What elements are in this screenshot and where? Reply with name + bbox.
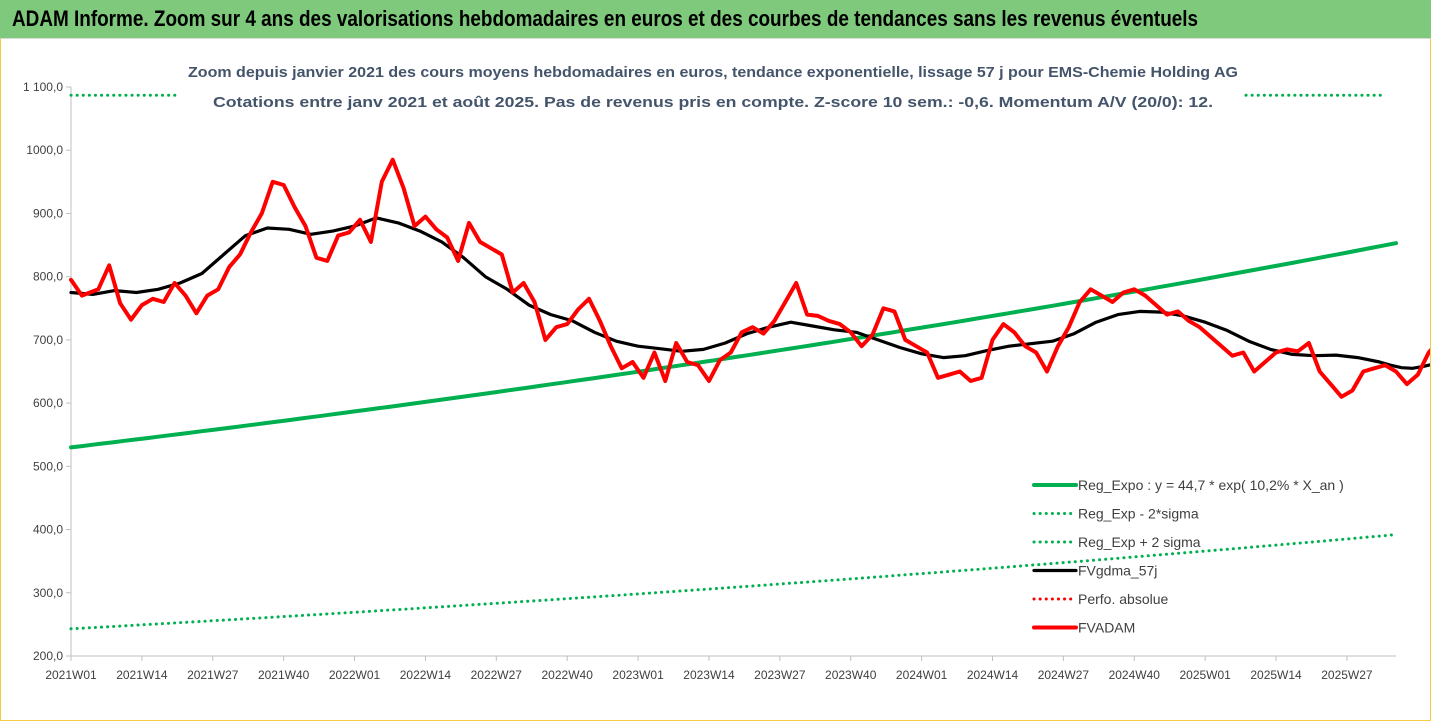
x-tick-label: 2025W01 bbox=[1179, 668, 1231, 682]
x-tick-label: 2021W40 bbox=[258, 668, 310, 682]
legend-label-reg-exp-2-sigma: Reg_Exp + 2 sigma bbox=[1078, 534, 1201, 550]
x-tick-label: 2024W27 bbox=[1038, 668, 1090, 682]
line-chart: Zoom depuis janvier 2021 des cours moyen… bbox=[23, 64, 1430, 682]
x-tick-label: 2021W14 bbox=[116, 668, 168, 682]
y-tick-label: 1 100,0 bbox=[23, 80, 63, 94]
x-tick-label: 2021W27 bbox=[187, 668, 239, 682]
x-tick-label: 2025W27 bbox=[1321, 668, 1373, 682]
x-tick-label: 2022W01 bbox=[329, 668, 381, 682]
x-tick-label: 2024W14 bbox=[967, 668, 1019, 682]
series-fvgdma-57j bbox=[69, 216, 1430, 370]
header-banner: ADAM Informe. Zoom sur 4 ans des valoris… bbox=[0, 0, 1431, 38]
x-tick-label: 2025W14 bbox=[1250, 668, 1302, 682]
chart-axes: 200,0 300,0 400,0 500,0 600,0 700,0 800,0 900,0… bbox=[23, 80, 1396, 682]
y-tick-label: 500,0 bbox=[33, 459, 63, 473]
x-tick-label: 2023W01 bbox=[612, 668, 664, 682]
x-tick-label: 2024W40 bbox=[1109, 668, 1161, 682]
chart-subtitle-2: Cotations entre janv 2021 et août 2025. … bbox=[213, 94, 1213, 111]
x-tick-label: 2022W14 bbox=[400, 668, 452, 682]
chart-series bbox=[69, 93, 1430, 631]
x-tick-label: 2022W40 bbox=[542, 668, 594, 682]
y-tick-label: 800,0 bbox=[33, 270, 63, 284]
y-tick-label: 300,0 bbox=[33, 586, 63, 600]
series-reg-exp-2-sigma bbox=[69, 533, 1398, 631]
legend-label-fvgdma-57j: FVgdma_57j bbox=[1078, 563, 1157, 579]
y-tick-label: 700,0 bbox=[33, 333, 63, 347]
x-tick-label: 2024W01 bbox=[896, 668, 948, 682]
y-tick-label: 200,0 bbox=[33, 649, 63, 663]
page-title: ADAM Informe. Zoom sur 4 ans des valoris… bbox=[12, 6, 1199, 31]
y-tick-label: 400,0 bbox=[33, 523, 63, 537]
chart-subtitle-1: Zoom depuis janvier 2021 des cours moyen… bbox=[188, 64, 1238, 81]
x-tick-label: 2023W27 bbox=[754, 668, 806, 682]
series-fvadam bbox=[69, 157, 1430, 399]
y-tick-label: 600,0 bbox=[33, 396, 63, 410]
x-tick-label: 2021W01 bbox=[45, 668, 97, 682]
legend-label-reg-expo-y-44-7-exp-10-2-x-an: Reg_Expo : y = 44,7 * exp( 10,2% * X_an … bbox=[1078, 477, 1344, 493]
y-tick-label: 900,0 bbox=[33, 206, 63, 220]
chart-frame: Zoom depuis janvier 2021 des cours moyen… bbox=[0, 38, 1431, 721]
x-tick-label: 2022W27 bbox=[471, 668, 523, 682]
x-tick-label: 2023W14 bbox=[683, 668, 735, 682]
legend-label-perfo-absolue: Perfo. absolue bbox=[1078, 591, 1168, 607]
series-reg-expo-y-44-7-exp-10-2-x-an bbox=[69, 241, 1398, 450]
x-tick-label: 2023W40 bbox=[825, 668, 877, 682]
legend-label-reg-exp-2-sigma: Reg_Exp - 2*sigma bbox=[1078, 506, 1199, 522]
legend-label-fvadam: FVADAM bbox=[1078, 620, 1135, 636]
y-tick-label: 1000,0 bbox=[26, 143, 63, 157]
chart-legend: Reg_Expo : y = 44,7 * exp( 10,2% * X_an … bbox=[1032, 477, 1344, 636]
